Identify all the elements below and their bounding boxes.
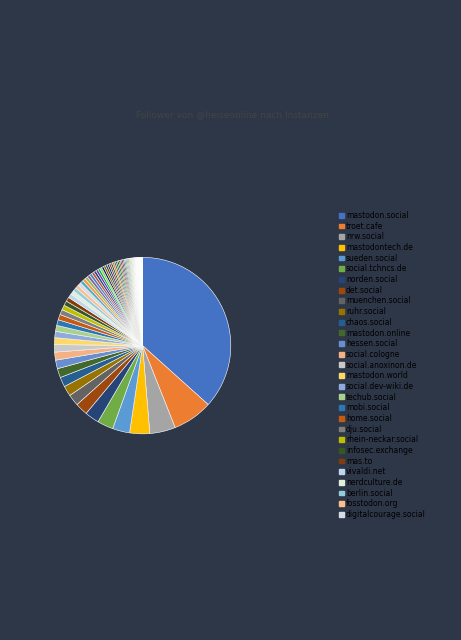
Wedge shape — [141, 257, 142, 346]
Wedge shape — [66, 298, 142, 346]
Wedge shape — [109, 263, 142, 346]
Wedge shape — [69, 294, 142, 346]
Wedge shape — [136, 257, 142, 346]
Wedge shape — [55, 332, 142, 346]
Wedge shape — [120, 260, 142, 346]
Wedge shape — [114, 262, 142, 346]
Legend: mastodon.social, troet.cafe, nrw.social, mastodontech.de, sueden.social, social.: mastodon.social, troet.cafe, nrw.social,… — [337, 209, 427, 520]
Wedge shape — [133, 258, 142, 346]
Wedge shape — [138, 257, 142, 346]
Wedge shape — [128, 259, 142, 346]
Wedge shape — [136, 258, 142, 346]
Wedge shape — [81, 281, 142, 346]
Wedge shape — [131, 258, 142, 346]
Wedge shape — [142, 346, 208, 428]
Wedge shape — [130, 258, 142, 346]
Wedge shape — [70, 346, 142, 404]
Wedge shape — [60, 346, 142, 387]
Wedge shape — [65, 346, 142, 396]
Wedge shape — [62, 305, 142, 346]
Wedge shape — [64, 301, 142, 346]
Wedge shape — [54, 338, 142, 346]
Wedge shape — [76, 285, 142, 346]
Wedge shape — [71, 291, 142, 346]
Wedge shape — [98, 268, 142, 346]
Wedge shape — [55, 325, 142, 346]
Wedge shape — [58, 346, 142, 378]
Wedge shape — [94, 271, 142, 346]
Wedge shape — [58, 314, 142, 346]
Wedge shape — [60, 310, 142, 346]
Wedge shape — [138, 257, 142, 346]
Wedge shape — [116, 261, 142, 346]
Wedge shape — [107, 264, 142, 346]
Wedge shape — [139, 257, 142, 346]
Wedge shape — [73, 288, 142, 346]
Wedge shape — [86, 346, 142, 422]
Text: Follower von @heiseonline nach Instanzen: Follower von @heiseonline nach Instanzen — [136, 110, 329, 119]
Wedge shape — [87, 275, 142, 346]
Wedge shape — [137, 257, 142, 346]
Wedge shape — [92, 272, 142, 346]
Wedge shape — [133, 258, 142, 346]
Wedge shape — [134, 258, 142, 346]
Wedge shape — [105, 265, 142, 346]
Wedge shape — [123, 259, 142, 346]
Wedge shape — [100, 268, 142, 346]
Wedge shape — [140, 257, 142, 346]
Wedge shape — [142, 257, 231, 404]
Wedge shape — [141, 257, 142, 346]
Wedge shape — [127, 259, 142, 346]
Wedge shape — [112, 262, 142, 346]
Wedge shape — [96, 269, 142, 346]
Wedge shape — [121, 260, 142, 346]
Wedge shape — [104, 266, 142, 346]
Wedge shape — [89, 273, 142, 346]
Wedge shape — [117, 260, 142, 346]
Wedge shape — [140, 257, 142, 346]
Wedge shape — [111, 262, 142, 346]
Wedge shape — [118, 260, 142, 346]
Wedge shape — [135, 258, 142, 346]
Wedge shape — [139, 257, 142, 346]
Wedge shape — [57, 320, 142, 346]
Wedge shape — [132, 258, 142, 346]
Wedge shape — [112, 346, 142, 433]
Wedge shape — [142, 346, 175, 433]
Wedge shape — [98, 346, 142, 429]
Wedge shape — [78, 283, 142, 346]
Wedge shape — [83, 278, 142, 346]
Wedge shape — [101, 266, 142, 346]
Wedge shape — [124, 259, 142, 346]
Wedge shape — [136, 257, 142, 346]
Wedge shape — [125, 259, 142, 346]
Wedge shape — [54, 344, 142, 352]
Wedge shape — [77, 346, 142, 413]
Wedge shape — [130, 346, 150, 434]
Wedge shape — [129, 259, 142, 346]
Wedge shape — [55, 346, 142, 369]
Wedge shape — [54, 346, 142, 360]
Wedge shape — [85, 276, 142, 346]
